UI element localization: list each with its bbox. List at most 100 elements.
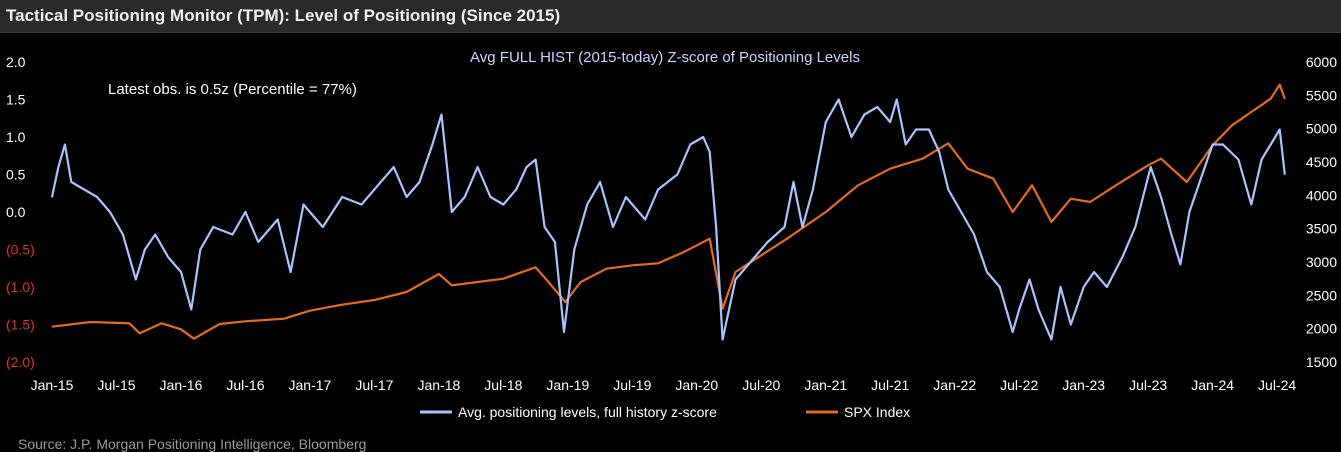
source-note: Source: J.P. Morgan Positioning Intellig… — [18, 436, 367, 452]
positioning-point — [1083, 286, 1085, 288]
left-axis-ticks: 2.0 1.5 1.0 0.5 0.0 (0.5) (1.0) (1.5) (2.0) — [6, 54, 35, 370]
positioning-point — [135, 278, 137, 281]
spx-point — [1279, 84, 1281, 86]
spx-point — [535, 266, 537, 268]
spx-point — [406, 291, 408, 293]
positioning-point — [767, 241, 769, 243]
spx-point — [921, 158, 924, 160]
positioning-point — [1212, 143, 1214, 146]
spx-point — [580, 281, 582, 283]
spx-point — [90, 321, 92, 323]
positioning-point — [360, 203, 363, 206]
positioning-point — [1222, 143, 1224, 146]
positioning-point — [154, 233, 156, 236]
positioning-point — [1070, 323, 1072, 326]
x-tick-label-0: Jan-15 — [31, 377, 74, 393]
positioning-point — [1250, 203, 1252, 206]
x-tick-label-10: Jan-20 — [675, 377, 718, 393]
positioning-point — [1012, 331, 1014, 333]
report-header: Tactical Positioning Monitor (TPM): Leve… — [0, 0, 1341, 33]
positioning-point — [109, 211, 111, 213]
positioning-point — [1279, 128, 1281, 131]
spx-point — [805, 224, 808, 226]
positioning-point — [896, 98, 898, 101]
left-tick-label-3: 0.5 — [6, 167, 26, 183]
spx-point — [477, 281, 479, 283]
positioning-point — [199, 248, 201, 251]
positioning-point — [586, 203, 588, 206]
positioning-point — [801, 226, 804, 228]
right-tick-label-6: 3000 — [1306, 254, 1337, 270]
positioning-chart: Avg FULL HIST (2015-today) Z-score of Po… — [6, 49, 1337, 420]
positioning-point — [1188, 211, 1190, 213]
x-tick-label-8: Jan-19 — [546, 377, 589, 393]
positioning-point — [1237, 158, 1239, 161]
positioning-point — [515, 188, 517, 191]
spx-point — [161, 322, 163, 324]
positioning-point — [64, 143, 66, 146]
spx-point — [1031, 184, 1033, 186]
positioning-point — [122, 233, 124, 236]
positioning-point — [244, 211, 246, 213]
spx-point — [438, 273, 440, 275]
x-tick-label-14: Jan-22 — [933, 377, 976, 393]
spx-point — [341, 304, 343, 306]
positioning-point — [51, 196, 53, 198]
right-tick-label-5: 3500 — [1306, 221, 1337, 237]
positioning-point — [734, 278, 737, 281]
positioning-point — [715, 226, 717, 228]
spx-point — [734, 271, 737, 273]
positioning-point — [144, 248, 146, 251]
x-tick-label-9: Jul-19 — [613, 377, 651, 393]
x-tick-label-15: Jul-22 — [1000, 377, 1038, 393]
left-tick-label-1: 1.5 — [6, 92, 26, 108]
positioning-point — [1261, 158, 1263, 161]
spx-point — [825, 211, 827, 213]
right-tick-label-4: 4000 — [1306, 187, 1337, 203]
spx-point — [760, 254, 762, 256]
right-tick-label-2: 5000 — [1306, 121, 1337, 137]
spx-point — [564, 301, 566, 303]
positioning-point — [554, 241, 556, 243]
positioning-point — [644, 218, 646, 221]
positioning-point — [380, 181, 382, 183]
positioning-point — [928, 128, 930, 131]
spx-point — [547, 281, 550, 283]
spx-point — [1250, 111, 1252, 113]
spx-point — [1284, 98, 1286, 100]
positioning-point — [625, 196, 627, 198]
positioning-point — [418, 181, 421, 183]
legend-label-0: Avg. positioning levels, full history z-… — [458, 404, 717, 420]
x-tick-label-16: Jan-23 — [1062, 377, 1105, 393]
positioning-point — [1284, 173, 1286, 176]
spx-point — [683, 251, 685, 253]
right-tick-label-9: 1500 — [1306, 354, 1337, 370]
positioning-point — [526, 166, 528, 168]
right-tick-label-7: 2500 — [1306, 287, 1337, 303]
x-tick-label-7: Jul-18 — [484, 377, 522, 393]
spx-point — [244, 320, 246, 322]
x-axis-ticks: Jan-15 Jul-15 Jan-16 Jul-16 Jan-17 Jul-17 Jan-… — [31, 377, 1297, 393]
x-tick-label-6: Jan-18 — [417, 377, 460, 393]
x-tick-label-2: Jan-16 — [160, 377, 203, 393]
spx-point — [709, 238, 711, 240]
left-tick-label-7: (1.5) — [6, 317, 35, 333]
legend: Avg. positioning levels, full history z-… — [420, 404, 910, 420]
spx-point — [193, 338, 195, 340]
positioning-point — [502, 203, 504, 206]
positioning-point — [1059, 286, 1062, 288]
spx-point — [1231, 124, 1233, 126]
right-tick-label-3: 4500 — [1306, 154, 1337, 170]
right-tick-label-0: 6000 — [1306, 54, 1337, 70]
positioning-point — [599, 181, 601, 183]
positioning-point — [393, 166, 395, 168]
x-tick-label-18: Jan-24 — [1191, 377, 1234, 393]
positioning-zscore-line — [50, 98, 1286, 341]
positioning-point — [1028, 278, 1031, 281]
positioning-point — [905, 143, 907, 146]
spx-point — [451, 284, 453, 286]
positioning-point — [657, 188, 659, 191]
spx-point — [1012, 211, 1014, 213]
spx-point — [1160, 158, 1162, 160]
positioning-point — [83, 188, 85, 191]
